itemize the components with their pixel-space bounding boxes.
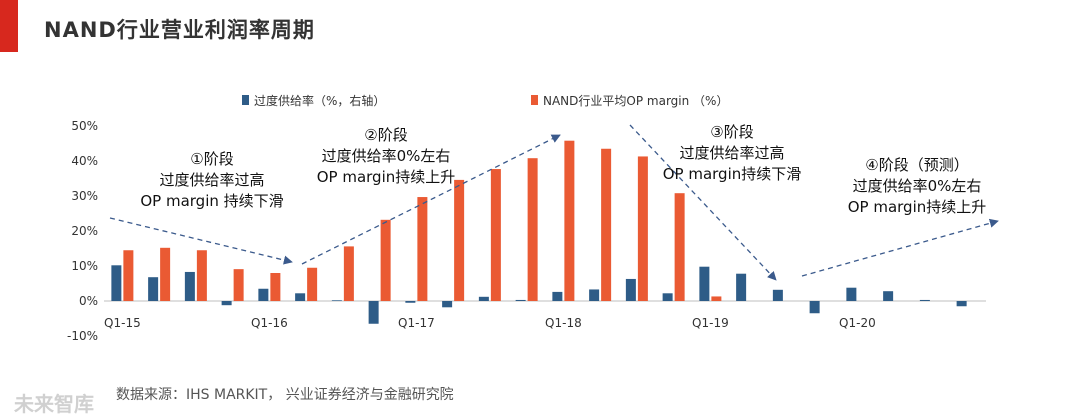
y-tick-label: -10% bbox=[67, 329, 98, 343]
bar-op-margin-Q3-17 bbox=[490, 169, 501, 301]
bar-oversupply-Q2-18 bbox=[589, 289, 600, 301]
bar-oversupply-Q4-15 bbox=[221, 301, 232, 306]
bar-op-margin-Q3-16 bbox=[343, 246, 354, 301]
legend: 过度供给率（%，右轴） NAND行业平均OP margin （%） bbox=[242, 93, 728, 108]
bar-oversupply-Q2-17 bbox=[442, 301, 453, 308]
bar-oversupply-Q1-18 bbox=[552, 291, 563, 301]
bar-op-margin-Q3-18 bbox=[637, 156, 648, 301]
bar-op-margin-Q4-18 bbox=[674, 193, 685, 301]
annotation-stage1-line: OP margin 持续下滑 bbox=[140, 192, 283, 210]
y-axis: -10% 0% 10% 20% 30% 40% 50% bbox=[67, 119, 98, 343]
y-tick-label: 40% bbox=[71, 154, 98, 168]
bar-oversupply-Q1-16 bbox=[258, 288, 269, 301]
bar-op-margin-Q2-15 bbox=[160, 247, 171, 301]
bar-oversupply-Q3-19 bbox=[772, 289, 783, 301]
legend-label-oversupply: 过度供给率（%，右轴） bbox=[254, 93, 385, 108]
bar-op-margin-Q2-17 bbox=[454, 179, 465, 301]
arrow-stage4 bbox=[801, 218, 999, 277]
bar-oversupply-Q3-17 bbox=[478, 296, 489, 301]
bar-oversupply-Q4-19 bbox=[809, 301, 820, 314]
bar-oversupply-Q2-19 bbox=[736, 273, 747, 301]
legend-swatch-oversupply bbox=[242, 95, 249, 105]
bars bbox=[111, 140, 967, 324]
bar-oversupply-Q1-15 bbox=[111, 265, 122, 301]
annotation-stage1-line: 过度供给率过高 bbox=[159, 171, 264, 189]
annotation-stage1-line: ①阶段 bbox=[190, 150, 233, 168]
bar-op-margin-Q2-16 bbox=[307, 267, 318, 301]
bar-oversupply-Q2-20 bbox=[883, 291, 894, 301]
bar-oversupply-Q1-19 bbox=[699, 266, 710, 301]
bar-oversupply-Q1-17 bbox=[405, 301, 416, 303]
bar-oversupply-Q2-16 bbox=[295, 293, 306, 301]
bar-op-margin-Q1-19 bbox=[711, 296, 722, 301]
annotation-stage2-line: OP margin持续上升 bbox=[317, 168, 456, 186]
bar-op-margin-Q4-15 bbox=[233, 269, 244, 301]
annotation-stage2-line: 过度供给率0%左右 bbox=[322, 147, 451, 165]
bar-oversupply-Q4-20 bbox=[956, 301, 967, 307]
y-tick-label: 30% bbox=[71, 189, 98, 203]
chart-title: NAND行业营业利润率周期 bbox=[44, 18, 315, 42]
x-tick-label: Q1-15 bbox=[104, 316, 141, 330]
bar-oversupply-Q1-20 bbox=[846, 287, 857, 301]
y-tick-label: 0% bbox=[79, 294, 98, 308]
bar-oversupply-Q2-15 bbox=[148, 277, 159, 301]
x-tick-label: Q1-16 bbox=[251, 316, 288, 330]
legend-swatch-op-margin bbox=[531, 95, 538, 105]
bar-op-margin-Q1-15 bbox=[123, 250, 134, 301]
annotation-stage4-line: ④阶段（预测） bbox=[865, 156, 968, 174]
annotation-stage2-line: ②阶段 bbox=[364, 126, 407, 144]
watermark: 未来智库 bbox=[14, 392, 94, 416]
x-tick-label: Q1-19 bbox=[692, 316, 729, 330]
legend-label-op-margin: NAND行业平均OP margin （%） bbox=[543, 94, 728, 108]
bar-oversupply-Q3-16 bbox=[331, 300, 342, 301]
bar-oversupply-Q4-18 bbox=[662, 293, 673, 301]
title-accent-bar bbox=[0, 0, 18, 52]
y-tick-label: 10% bbox=[71, 259, 98, 273]
bar-op-margin-Q1-18 bbox=[564, 140, 575, 301]
bar-op-margin-Q1-16 bbox=[270, 273, 281, 301]
arrow-stage1 bbox=[109, 217, 293, 265]
annotation-stage4-line: OP margin持续上升 bbox=[848, 198, 987, 216]
y-tick-label: 20% bbox=[71, 224, 98, 238]
x-tick-label: Q1-20 bbox=[839, 316, 876, 330]
annotation-stage3-line: OP margin持续下滑 bbox=[663, 165, 802, 183]
trend-arrows bbox=[109, 124, 999, 281]
annotation-stage3-line: 过度供给率过高 bbox=[679, 144, 784, 162]
bar-oversupply-Q4-17 bbox=[515, 299, 526, 301]
bar-op-margin-Q2-18 bbox=[601, 148, 612, 301]
bar-op-margin-Q3-15 bbox=[196, 250, 207, 301]
source-note: 数据来源：IHS MARKIT， 兴业证券经济与金融研究院 bbox=[116, 387, 454, 403]
bar-oversupply-Q4-16 bbox=[368, 301, 379, 324]
bar-oversupply-Q3-18 bbox=[625, 278, 636, 301]
bar-op-margin-Q4-16 bbox=[380, 219, 391, 301]
y-tick-label: 50% bbox=[71, 119, 98, 133]
x-tick-label: Q1-17 bbox=[398, 316, 435, 330]
bar-op-margin-Q1-17 bbox=[417, 197, 428, 301]
annotation-stage4-line: 过度供给率0%左右 bbox=[853, 177, 982, 195]
arrow-stage2 bbox=[301, 134, 561, 265]
annotation-stage3-line: ③阶段 bbox=[710, 123, 753, 141]
x-tick-label: Q1-18 bbox=[545, 316, 582, 330]
bar-oversupply-Q3-15 bbox=[184, 271, 195, 301]
bar-oversupply-Q3-20 bbox=[919, 299, 930, 301]
bar-op-margin-Q4-17 bbox=[527, 158, 538, 301]
x-axis: Q1-15 Q1-16 Q1-17 Q1-18 Q1-19 Q1-20 bbox=[104, 316, 876, 330]
